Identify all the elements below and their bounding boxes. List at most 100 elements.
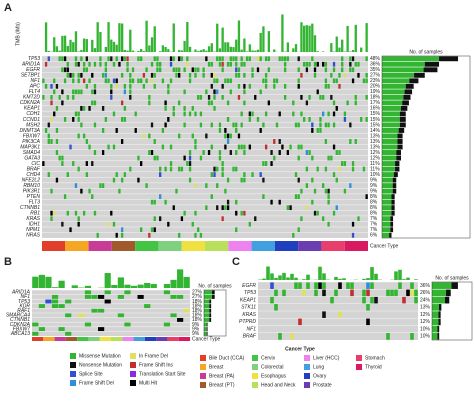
mutation-cell [50, 117, 52, 122]
mutation-cell [56, 106, 58, 111]
mutation-cell [126, 62, 128, 67]
cancer-strip [228, 241, 251, 251]
tmb-bar [126, 51, 128, 52]
sample-bar-hit [207, 327, 208, 331]
mutation-cell [32, 323, 38, 327]
mutation-cell [94, 211, 96, 216]
mutation-cell [319, 122, 321, 127]
mutation-cell [186, 62, 188, 67]
mutation-cell [72, 117, 74, 122]
tmb-bar [344, 51, 346, 52]
mutation-cell [173, 106, 175, 111]
mutation-cell [91, 100, 93, 105]
sample-bar-hit [405, 89, 413, 94]
mutation-cell [352, 222, 354, 227]
tmb-bar [94, 48, 96, 52]
mutation-cell [344, 189, 346, 194]
tmb-bar [398, 270, 402, 280]
legend-label: Cervix [261, 355, 276, 361]
mutation-cell [78, 117, 80, 122]
mutation-cell [67, 172, 69, 177]
mutation-cell [325, 62, 327, 67]
mutation-cell [273, 156, 275, 161]
mutation-cell [230, 62, 232, 67]
mutation-cell [178, 233, 180, 238]
mutation-cell [265, 161, 267, 166]
sample-bar-hit [409, 78, 418, 83]
mutation-cell [294, 282, 298, 289]
tmb-bar [341, 40, 343, 52]
mutation-cell [173, 56, 175, 61]
sample-bar-hit [397, 139, 402, 144]
mutation-cell [97, 233, 99, 238]
tmb-bar [352, 50, 354, 52]
sample-bar-hit [393, 183, 397, 188]
mutation-cell [116, 78, 118, 83]
mutation-cell [311, 200, 313, 205]
mutation-cell [346, 282, 350, 289]
mutation-cell [241, 111, 243, 116]
mutation-cell [365, 73, 367, 78]
mutation-cell [314, 62, 316, 67]
legend-swatch [356, 355, 362, 361]
mutation-cell [241, 56, 243, 61]
tmb-bar [257, 50, 259, 52]
mutation-cell [189, 161, 191, 166]
mutation-cell [298, 178, 300, 183]
sample-bar-hit [439, 56, 458, 61]
mutation-cell [222, 216, 224, 221]
mutation-cell [352, 67, 354, 72]
mutation-cell [48, 172, 50, 177]
mutation-cell [211, 100, 213, 105]
mutation-cell [200, 233, 202, 238]
tmb-bar [302, 279, 306, 280]
mutation-cell [325, 78, 327, 83]
mutation-cell [144, 304, 150, 308]
mutation-cell [61, 89, 63, 94]
sample-bar [204, 318, 209, 322]
mutation-cell [284, 67, 286, 72]
mutation-cell [251, 73, 253, 78]
sample-bar-hit [397, 145, 402, 150]
tmb-bar [56, 46, 58, 52]
mutation-cell [116, 84, 118, 89]
cancer-strip [32, 337, 43, 341]
mutation-cell [357, 62, 359, 67]
mutation-cell [338, 311, 342, 318]
mutation-cell [336, 106, 338, 111]
mutation-cell [222, 95, 224, 100]
mutation-cell [194, 73, 196, 78]
mutation-cell [113, 222, 115, 227]
mutation-cell [151, 62, 153, 67]
mutation-cell [360, 117, 362, 122]
tmb-bar [406, 278, 410, 280]
mutation-cell [121, 139, 123, 144]
mutation-cell [83, 211, 85, 216]
tmb-bar [45, 22, 47, 52]
mutation-cell [121, 117, 123, 122]
mutation-cell [306, 62, 308, 67]
mutation-cell [99, 62, 101, 67]
mutation-cell [230, 78, 232, 83]
tmb-bar [311, 24, 313, 52]
tmb-bar [197, 51, 199, 52]
mutation-cell [308, 150, 310, 155]
sample-bar-hit [392, 200, 395, 205]
mutation-cell [194, 233, 196, 238]
mutation-cell [262, 78, 264, 83]
mutation-cell [75, 62, 77, 67]
mutation-cell [219, 156, 221, 161]
tmb-bar [148, 45, 150, 52]
side-label: No. of samples [435, 275, 469, 281]
mutation-cell [154, 56, 156, 61]
sample-bar [204, 309, 209, 313]
sample-bar-hit [425, 62, 439, 67]
gene-label: TP53 [244, 290, 256, 296]
sample-bar [382, 100, 402, 105]
mutation-cell [121, 233, 123, 238]
sample-bar [204, 295, 212, 299]
mutation-cell [178, 167, 180, 172]
percent-label: 10% [420, 334, 431, 340]
mutation-cell [208, 150, 210, 155]
